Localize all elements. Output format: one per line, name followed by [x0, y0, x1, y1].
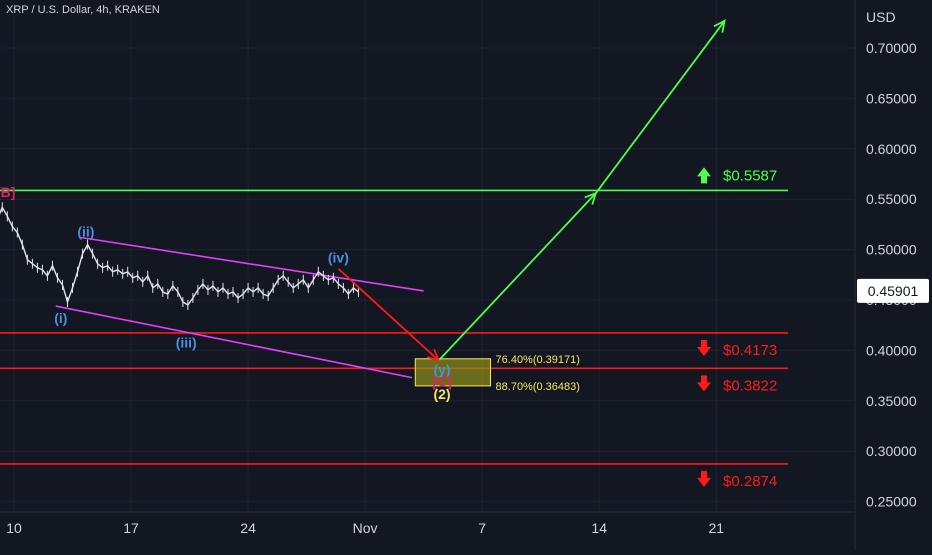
wave-label: [C]: [432, 374, 451, 390]
projection-lines: [337, 19, 726, 362]
time-tick-label: 7: [478, 520, 486, 536]
wave-label: (iii): [176, 334, 197, 350]
price-tick-label: 0.50000: [866, 242, 917, 258]
price-tick-label: 0.25000: [866, 494, 917, 510]
time-tick-label: Nov: [353, 520, 378, 536]
projection-arrowhead-icon: [584, 191, 598, 205]
price-axis[interactable]: 0.700000.650000.600000.550000.500000.450…: [857, 9, 929, 510]
current-price-label: 0.45901: [868, 283, 919, 299]
price-tick-label: 0.40000: [866, 342, 917, 358]
level-price-label: $0.4173: [723, 342, 777, 359]
time-tick-label: 14: [591, 520, 607, 536]
time-tick-label: 21: [708, 520, 724, 536]
wave-label: (iv): [328, 250, 349, 266]
channel-line: [55, 305, 413, 379]
level-down-arrow-icon: [697, 470, 711, 487]
price-axis-unit: USD: [866, 9, 896, 25]
projection-line: [595, 20, 726, 194]
current-price-badge: [857, 278, 929, 303]
wave-labels: [B] (i) (ii) (iii) (iv) (y)[C](2): [0, 184, 452, 402]
fib-label: 88.70%(0.36483): [496, 381, 580, 393]
level-up-arrow-icon: [697, 167, 711, 184]
grid: [0, 0, 856, 550]
level-labels: $0.5587 $0.4173 $0.3822 $0.2874: [697, 167, 777, 490]
target-zone: 76.40%(0.39171) 88.70%(0.36483): [414, 354, 580, 393]
price-tick-label: 0.65000: [866, 90, 917, 106]
time-tick-label: 10: [6, 520, 22, 536]
price-tick-label: 0.60000: [866, 141, 917, 157]
time-tick-label: 24: [240, 520, 256, 536]
projection-arrowhead-icon: [426, 349, 441, 362]
target-zone-box: [414, 358, 492, 387]
projection-line: [337, 268, 440, 362]
channel-line: [80, 236, 424, 292]
wave-label: [B]: [0, 184, 15, 200]
level-price-label: $0.3822: [723, 377, 777, 394]
level-down-arrow-icon: [697, 375, 711, 392]
price-tick-label: 0.35000: [866, 393, 917, 409]
wave-label: (y): [433, 362, 450, 378]
symbol-title[interactable]: XRP / U.S. Dollar, 4h, KRAKEN: [6, 4, 160, 16]
time-axis[interactable]: 10 17 24 Nov 7 14 21: [6, 520, 724, 536]
wave-label: (i): [54, 310, 67, 326]
projection-arrowhead-icon: [713, 19, 726, 33]
price-series: [0, 202, 359, 311]
fib-label: 76.40%(0.39171): [496, 354, 580, 366]
price-line: [0, 205, 359, 306]
wave-label: (ii): [77, 223, 94, 239]
wave-channel: [55, 236, 424, 379]
level-price-label: $0.5587: [723, 167, 777, 184]
price-tick-label: 0.55000: [866, 191, 917, 207]
time-tick-label: 17: [123, 520, 139, 536]
level-price-label: $0.2874: [723, 473, 777, 490]
price-tick-label: 0.70000: [866, 40, 917, 56]
price-tick-label: 0.30000: [866, 443, 917, 459]
level-down-arrow-icon: [697, 339, 711, 356]
horizontal-levels: [0, 189, 788, 465]
projection-line: [438, 192, 597, 362]
wave-label: (2): [433, 386, 450, 402]
